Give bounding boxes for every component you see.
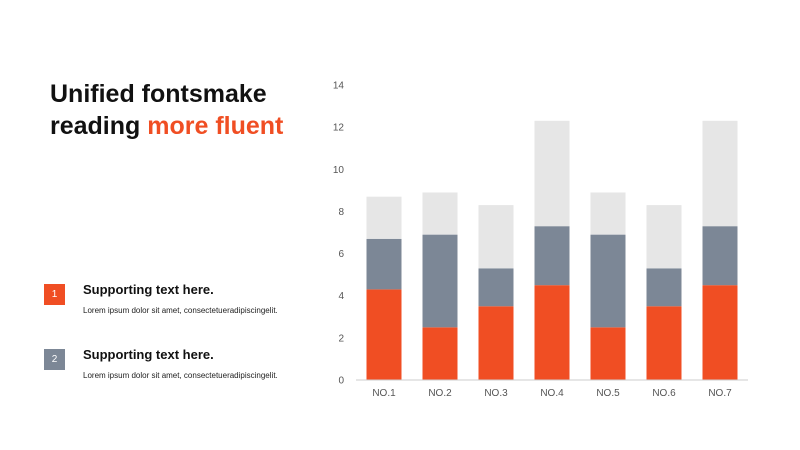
bar-segment-series-3 xyxy=(646,205,682,269)
point-heading: Supporting text here. xyxy=(83,347,214,362)
y-tick-label: 2 xyxy=(338,333,344,344)
bar-segment-series-2 xyxy=(478,268,514,307)
bar-segment-series-1 xyxy=(366,289,402,380)
point-body: Lorem ipsum dolor sit amet, consectetuer… xyxy=(83,371,278,380)
x-tick-label: NO.6 xyxy=(652,388,676,399)
title-line-1: Unified fontsmake xyxy=(50,80,267,108)
y-tick-label: 4 xyxy=(338,291,344,302)
x-tick-label: NO.7 xyxy=(708,388,732,399)
title-line-2-plain: reading xyxy=(50,112,148,140)
stacked-bar-chart: 0 2 4 6 8 10 12 14 NO.1 NO.2 NO.3 NO.4 NO.5 NO.6 NO.7 xyxy=(333,81,748,399)
point-number-badge: 1 xyxy=(44,284,65,305)
title-line-2-accent: more fluent xyxy=(147,112,284,140)
slide-title: Unified fontsmake reading more fluent xyxy=(50,78,283,142)
bar-segment-series-3 xyxy=(590,192,626,235)
bar-segment-series-2 xyxy=(534,226,570,286)
bar-segment-series-3 xyxy=(422,192,458,235)
x-tick-label: NO.1 xyxy=(372,388,396,399)
bar-segment-series-1 xyxy=(422,327,458,380)
x-tick-label: NO.3 xyxy=(484,388,508,399)
bar-segment-series-3 xyxy=(702,120,738,227)
x-tick-label: NO.4 xyxy=(540,388,564,399)
point-body: Lorem ipsum dolor sit amet, consectetuer… xyxy=(83,306,278,315)
x-tick-label: NO.2 xyxy=(428,388,452,399)
bar-segment-series-2 xyxy=(366,238,402,290)
bar-segment-series-3 xyxy=(366,196,402,239)
bar-segment-series-1 xyxy=(534,285,570,380)
bar-segment-series-1 xyxy=(478,306,514,380)
bar-segment-series-2 xyxy=(702,226,738,286)
point-number-badge: 2 xyxy=(44,349,65,370)
y-tick-label: 10 xyxy=(333,165,345,176)
y-tick-label: 8 xyxy=(338,207,344,218)
bar-segment-series-1 xyxy=(702,285,738,380)
bar-segment-series-1 xyxy=(646,306,682,380)
x-tick-label: NO.5 xyxy=(596,388,620,399)
y-tick-label: 12 xyxy=(333,123,345,134)
bar-segment-series-1 xyxy=(590,327,626,380)
y-tick-label: 6 xyxy=(338,249,344,260)
bar-segment-series-2 xyxy=(590,234,626,328)
y-tick-label: 0 xyxy=(338,376,344,387)
bar-segment-series-2 xyxy=(646,268,682,307)
bar-segment-series-3 xyxy=(534,120,570,227)
point-heading: Supporting text here. xyxy=(83,282,214,297)
bar-segment-series-3 xyxy=(478,205,514,269)
bar-segment-series-2 xyxy=(422,234,458,328)
y-tick-label: 14 xyxy=(333,81,345,92)
